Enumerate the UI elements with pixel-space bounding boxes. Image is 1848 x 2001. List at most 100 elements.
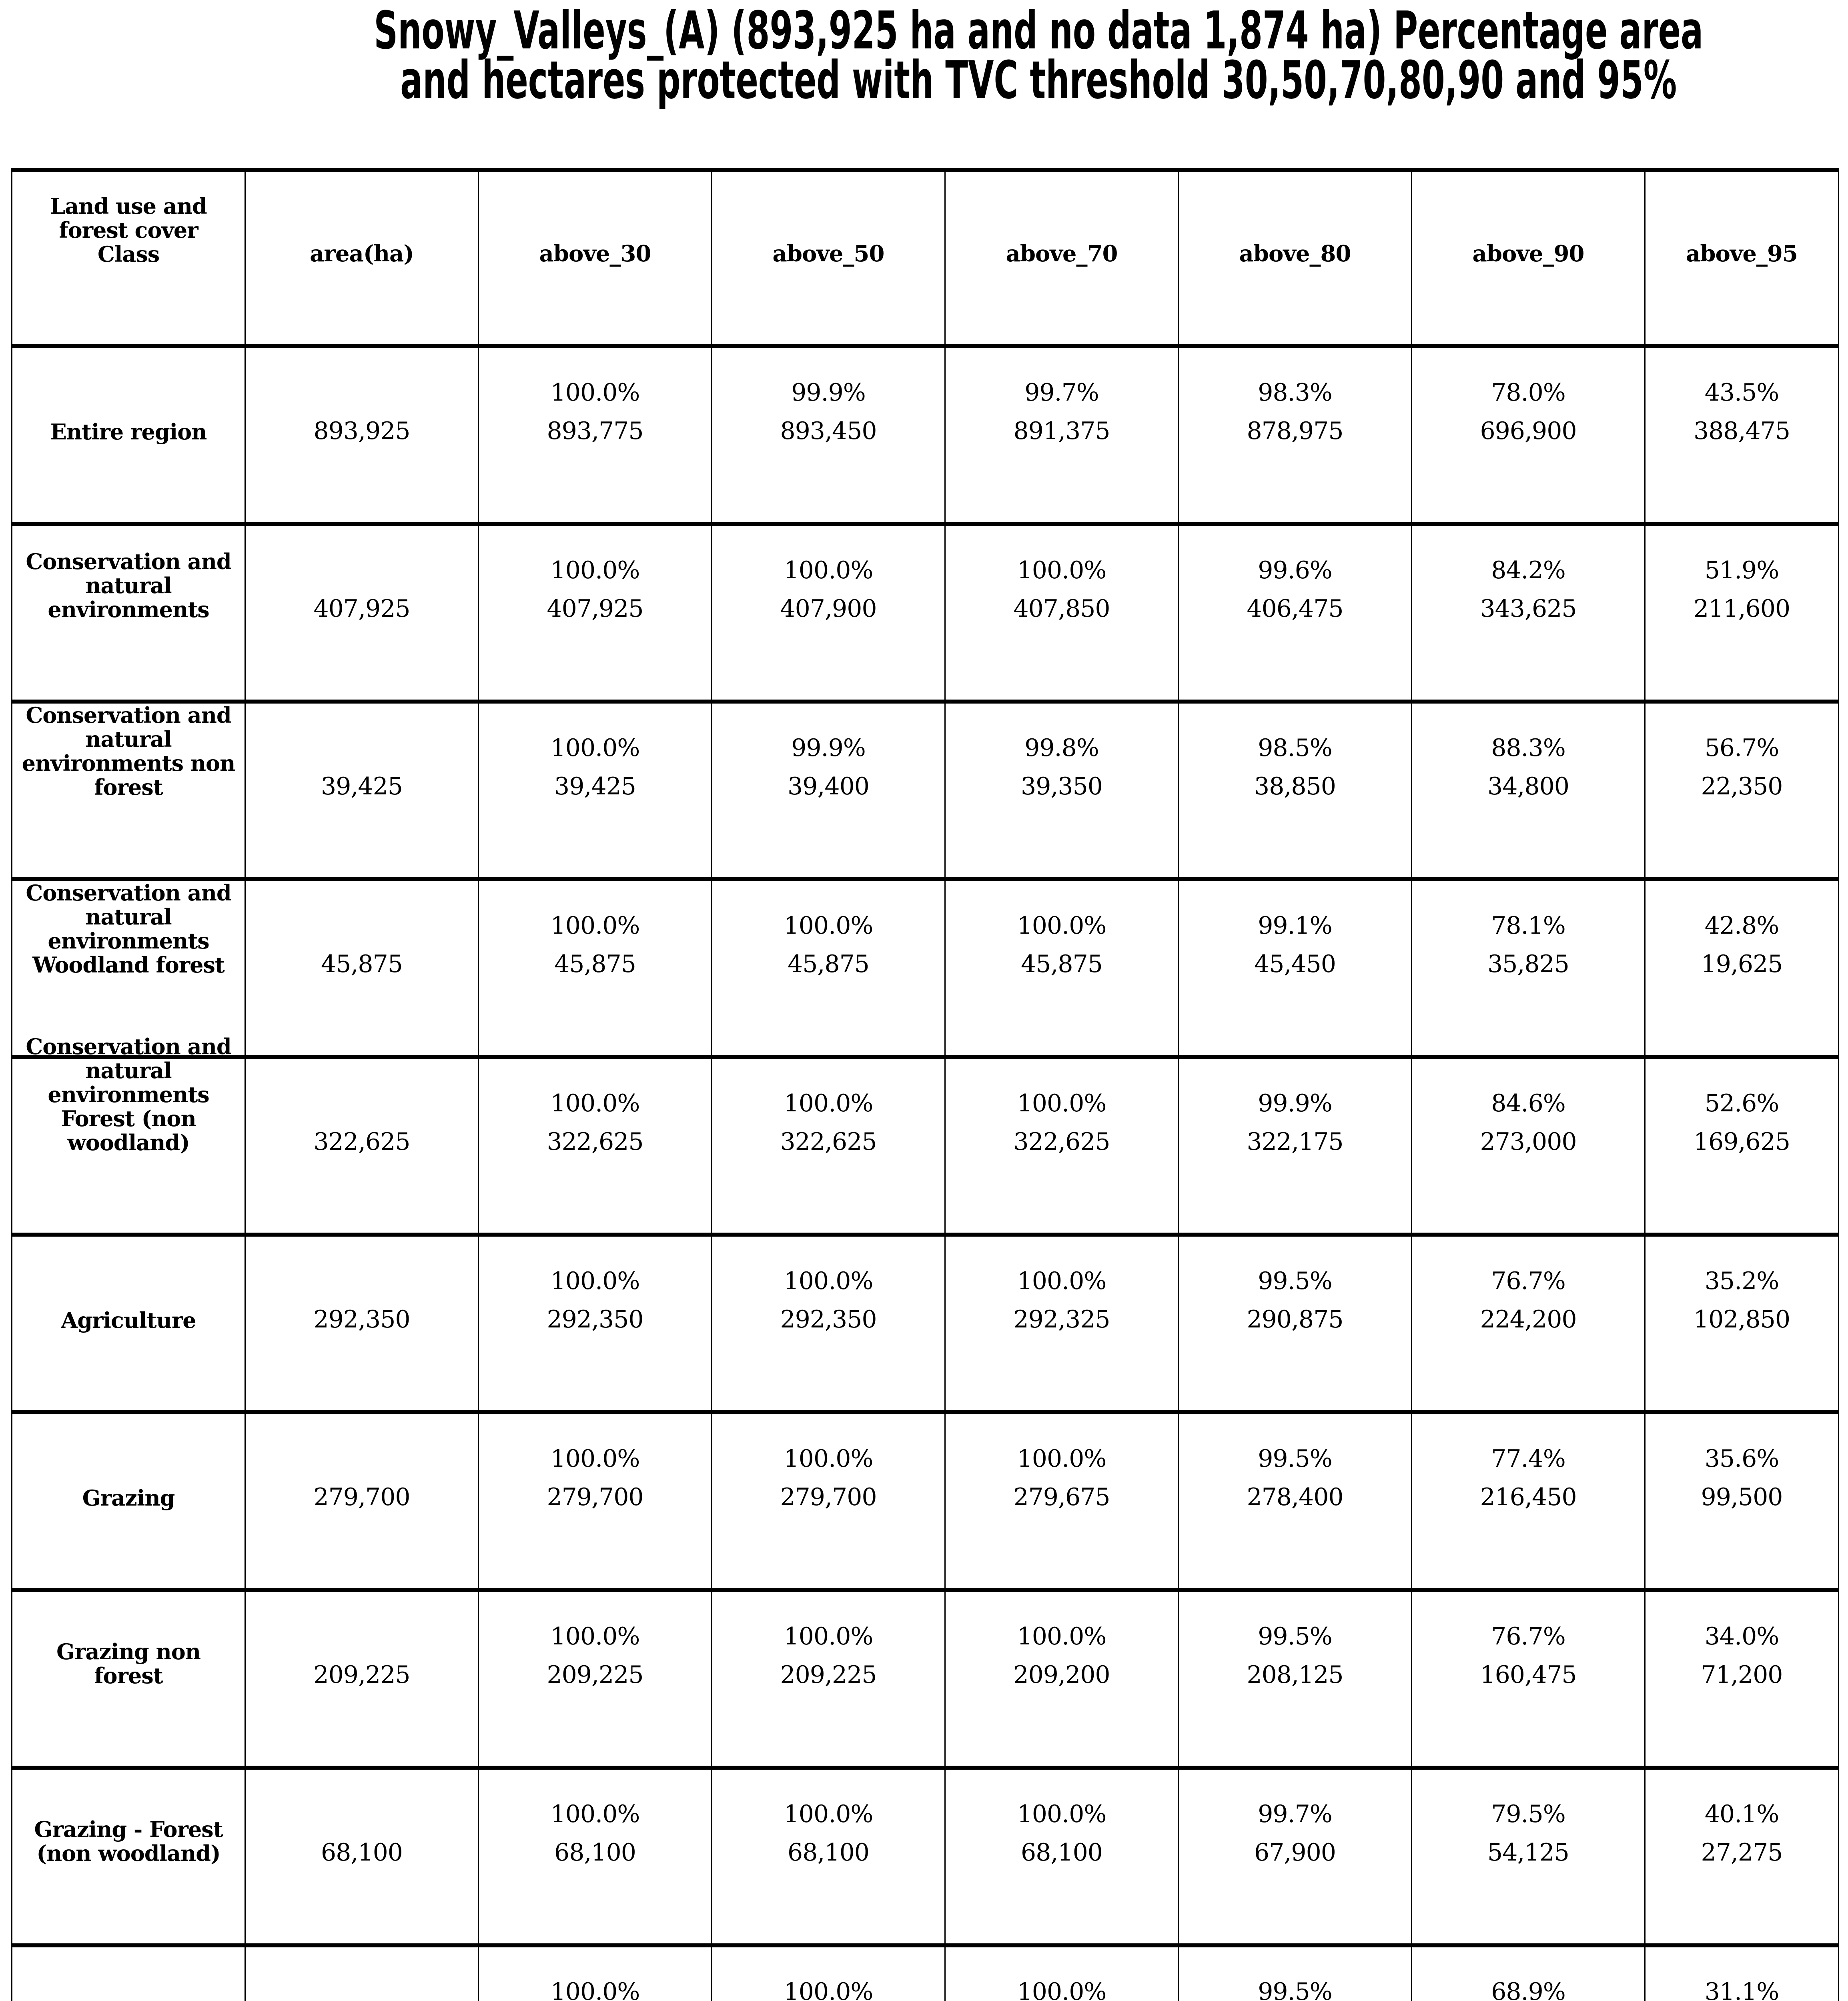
threshold-cell: 76.7% 160,475 <box>1412 1592 1646 1766</box>
threshold-cell-anchor: 100.0% 292,350 <box>481 1268 709 1332</box>
area-cell: 893,925 <box>246 348 479 522</box>
threshold-cell: 100.0% 45,875 <box>479 881 712 1055</box>
table-row: Grazing non forest 209,225 100.0% 209,225 10… <box>12 1592 1838 1770</box>
hectares-value: 45,450 <box>1254 950 1336 978</box>
area-value-anchor: 322,625 <box>248 1129 475 1155</box>
area-cell: 39,425 <box>246 704 479 877</box>
threshold-cell-anchor: 100.0% 209,225 <box>481 1624 709 1688</box>
threshold-cell: 100.0% 292,350 <box>712 1237 946 1410</box>
column-header-threshold-2: above_70 <box>946 172 1179 344</box>
threshold-cell-anchor: 77.4% 216,450 <box>1415 1446 1642 1510</box>
row-label-cell: Agriculture <box>12 1237 246 1410</box>
threshold-cell: 79.5% 54,125 <box>1412 1770 1646 1943</box>
hectares-value: 696,900 <box>1480 417 1577 445</box>
threshold-cell-anchor: 100.0% 407,900 <box>715 557 942 622</box>
hectares-value: 878,975 <box>1247 417 1343 445</box>
threshold-cell: 35.2% 102,850 <box>1646 1237 1838 1410</box>
table-row: Grazing - Forest (non woodland) 68,100 100… <box>12 1770 1838 1947</box>
percent-value: 99.5% <box>1258 1445 1333 1473</box>
threshold-cell-anchor: 100.0% 322,625 <box>715 1091 942 1155</box>
column-header-threshold-label: above_95 <box>1686 241 1798 267</box>
percent-value: 100.0% <box>1017 912 1107 940</box>
area-value: 68,100 <box>321 1839 403 1867</box>
threshold-cell-anchor: 99.9% 322,175 <box>1181 1091 1409 1155</box>
threshold-cell-anchor: 98.3% 878,975 <box>1181 380 1409 444</box>
area-value: 279,700 <box>313 1483 410 1511</box>
threshold-cell: 100.0% 322,625 <box>946 1059 1179 1233</box>
threshold-cell-anchor: 100.0% 322,625 <box>948 1091 1175 1155</box>
percent-value: 100.0% <box>550 1089 640 1117</box>
threshold-cell-anchor: 99.6% 406,475 <box>1181 557 1409 622</box>
percent-value: 98.3% <box>1258 379 1333 407</box>
threshold-cell-anchor: 42.8% 19,625 <box>1648 913 1836 977</box>
area-cell: 10,625 <box>246 1947 479 2001</box>
area-cell: 209,225 <box>246 1592 479 1766</box>
row-label: Grazing - Forest (non woodland) <box>34 1817 223 1866</box>
threshold-cell: 100.0% 39,425 <box>479 704 712 877</box>
hectares-value: 209,225 <box>547 1661 643 1689</box>
percent-value: 76.7% <box>1491 1267 1566 1295</box>
threshold-cell-anchor: 100.0% 45,875 <box>481 913 709 977</box>
hectares-value: 68,100 <box>554 1839 636 1867</box>
row-label-cell: Conservation and natural environments Fo… <box>12 1035 246 1233</box>
hectares-value: 54,125 <box>1487 1839 1569 1867</box>
percent-value: 42.8% <box>1704 912 1780 940</box>
hectares-value: 322,625 <box>780 1128 877 1156</box>
area-value: 39,425 <box>321 772 403 800</box>
hectares-value: 278,400 <box>1247 1483 1343 1511</box>
threshold-cell: 99.9% 39,400 <box>712 704 946 877</box>
percent-value: 35.6% <box>1704 1445 1780 1473</box>
hectares-value: 893,450 <box>780 417 877 445</box>
hectares-value: 209,225 <box>780 1661 877 1689</box>
hectares-value: 27,275 <box>1701 1839 1783 1867</box>
hectares-value: 322,625 <box>547 1128 643 1156</box>
threshold-cell: 100.0% 209,225 <box>479 1592 712 1766</box>
percent-value: 100.0% <box>784 1800 874 1828</box>
threshold-cell: 100.0%10,625 <box>479 1947 712 2001</box>
table-row: Conservation and natural environments Fo… <box>12 1035 1838 1237</box>
hectares-value: 39,400 <box>788 772 870 800</box>
threshold-cell: 99.1% 45,450 <box>1179 881 1412 1055</box>
column-header-area: area(ha) <box>246 172 479 344</box>
hectares-value: 891,375 <box>1013 417 1110 445</box>
row-label-cell: Grazing non forest <box>12 1592 246 1766</box>
threshold-cell: 77.4% 216,450 <box>1412 1414 1646 1588</box>
threshold-cell: 76.7% 224,200 <box>1412 1237 1646 1410</box>
threshold-cell-anchor: 99.5% 290,875 <box>1181 1268 1409 1332</box>
threshold-cell: 98.3% 878,975 <box>1179 348 1412 522</box>
threshold-cell: 100.0% 45,875 <box>712 881 946 1055</box>
threshold-cell: 99.5% 278,400 <box>1179 1414 1412 1588</box>
hectares-value: 19,625 <box>1701 950 1783 978</box>
threshold-cell-anchor: 79.5% 54,125 <box>1415 1801 1642 1865</box>
threshold-cell-anchor: 100.0% 45,875 <box>948 913 1175 977</box>
threshold-cell-anchor: 99.1% 45,450 <box>1181 913 1409 977</box>
threshold-cell-anchor: 100.0% 279,700 <box>481 1446 709 1510</box>
row-label-cell: Grazing <box>12 1414 246 1588</box>
area-cell: 279,700 <box>246 1414 479 1588</box>
table-row: Entire region 893,925 100.0% 893,775 99.9% 89… <box>12 348 1838 526</box>
column-header-area-label: area(ha) <box>310 241 414 267</box>
threshold-cell: 42.8% 19,625 <box>1646 881 1838 1055</box>
threshold-cell: 100.0%10,625 <box>946 1947 1179 2001</box>
threshold-cell-anchor: 99.5% 208,125 <box>1181 1624 1409 1688</box>
threshold-cell-anchor: 88.3% 34,800 <box>1415 735 1642 799</box>
percent-value: 68.9% <box>1491 1978 1566 2001</box>
threshold-cell: 31.1%3,300 <box>1646 1947 1838 2001</box>
threshold-cell-anchor: 100.0% 279,675 <box>948 1446 1175 1510</box>
threshold-cell: 100.0% 209,200 <box>946 1592 1179 1766</box>
hectares-value: 45,875 <box>788 950 870 978</box>
percent-value: 100.0% <box>550 1622 640 1650</box>
row-label-cell: Cropping <box>12 1947 246 2001</box>
table-row: Conservation and natural environments no… <box>12 703 1838 881</box>
threshold-cell: 100.0% 407,925 <box>479 526 712 700</box>
percent-value: 99.7% <box>1024 379 1099 407</box>
column-header-threshold-3: above_80 <box>1179 172 1412 344</box>
percent-value: 100.0% <box>550 1267 640 1295</box>
threshold-cell-anchor: 99.5%10,575 <box>1181 1979 1409 2001</box>
threshold-cell-anchor: 35.6% 99,500 <box>1648 1446 1836 1510</box>
threshold-cell-anchor: 100.0% 68,100 <box>948 1801 1175 1865</box>
percent-value: 99.5% <box>1258 1267 1333 1295</box>
percent-value: 43.5% <box>1704 379 1780 407</box>
threshold-cell-anchor: 76.7% 160,475 <box>1415 1624 1642 1688</box>
row-label: Grazing <box>82 1485 175 1511</box>
